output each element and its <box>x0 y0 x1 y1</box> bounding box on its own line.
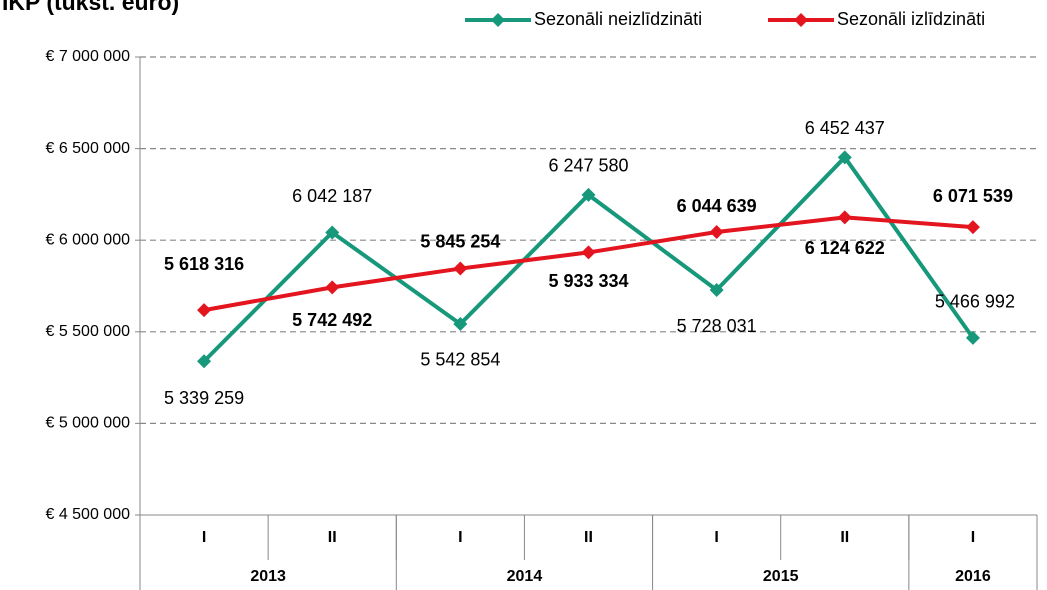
y-tick-label: € 5 500 000 <box>45 323 130 340</box>
x-tick-label: I <box>971 529 975 546</box>
marker <box>965 330 980 345</box>
marker <box>709 225 724 240</box>
legend-label: Sezonāli neizlīdzināti <box>534 9 702 29</box>
data-label: 5 845 254 <box>420 231 500 251</box>
marker <box>453 261 468 276</box>
marker <box>197 303 212 318</box>
data-label: 6 044 639 <box>677 196 757 216</box>
marker <box>965 220 980 235</box>
data-label: 6 452 437 <box>805 118 885 138</box>
legend-marker <box>491 13 505 27</box>
data-label: 5 618 316 <box>164 254 244 274</box>
y-tick-label: € 6 000 000 <box>45 231 130 248</box>
x-tick-label: II <box>584 529 593 546</box>
x-tick-label: I <box>202 529 206 546</box>
marker <box>453 316 468 331</box>
data-label: 5 466 992 <box>935 292 1015 312</box>
data-label: 5 933 334 <box>548 271 628 291</box>
marker <box>581 187 596 202</box>
x-tick-label: I <box>714 529 718 546</box>
marker <box>197 354 212 369</box>
marker <box>581 245 596 260</box>
x-tick-label: I <box>458 529 462 546</box>
group-label: 2014 <box>507 568 543 585</box>
data-label: 5 742 492 <box>292 310 372 330</box>
data-label: 6 071 539 <box>933 186 1013 206</box>
group-label: 2015 <box>763 568 799 585</box>
data-label: 5 339 259 <box>164 388 244 408</box>
marker <box>325 280 340 295</box>
data-label: 5 542 854 <box>420 350 500 370</box>
marker <box>837 210 852 225</box>
data-label: 6 042 187 <box>292 186 372 206</box>
y-tick-label: € 6 500 000 <box>45 140 130 157</box>
chart-title: IKP (tūkst. euro) <box>2 0 179 15</box>
group-label: 2016 <box>955 568 991 585</box>
y-tick-label: € 5 000 000 <box>45 415 130 432</box>
legend-marker <box>794 13 808 27</box>
series-line <box>203 215 974 313</box>
data-label: 5 728 031 <box>677 316 757 336</box>
y-tick-label: € 7 000 000 <box>45 48 130 65</box>
legend-label: Sezonāli izlīdzināti <box>837 9 985 29</box>
marker <box>325 225 340 240</box>
data-label: 6 247 580 <box>548 156 628 176</box>
marker <box>709 283 724 298</box>
data-label: 6 124 622 <box>805 238 885 258</box>
x-tick-label: II <box>328 529 337 546</box>
group-label: 2013 <box>250 568 286 585</box>
y-tick-label: € 4 500 000 <box>45 506 130 523</box>
marker <box>837 150 852 165</box>
x-tick-label: II <box>840 529 849 546</box>
